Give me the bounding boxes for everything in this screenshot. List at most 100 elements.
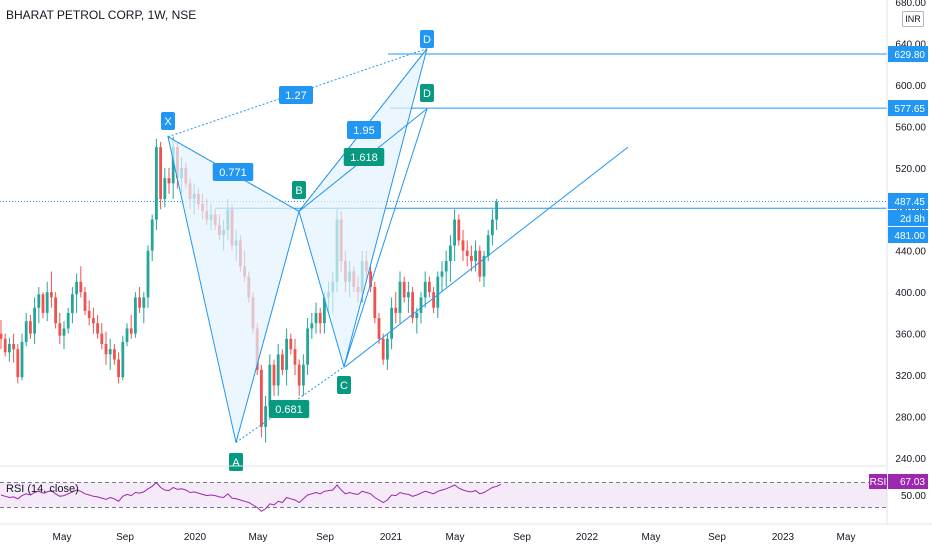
- tag-countdown: 2d 8h: [888, 210, 928, 226]
- candle: [276, 344, 280, 396]
- candle-body: [482, 255, 486, 277]
- candle: [482, 250, 486, 287]
- candle: [402, 276, 406, 303]
- candle-body: [272, 364, 276, 386]
- tag-target-1-bg: [888, 46, 928, 63]
- candle: [37, 287, 41, 324]
- candle: [369, 266, 372, 293]
- time-tick-label: Sep: [708, 532, 726, 543]
- candle: [373, 281, 377, 324]
- candle-body: [268, 364, 272, 407]
- harmonic-pattern[interactable]: X A B C D D 1.27 0.771 1.95 1.618 0.681: [0, 30, 887, 471]
- candle-body: [276, 354, 280, 386]
- candle-body: [415, 312, 419, 319]
- candle-body: [419, 297, 423, 313]
- ratio-label-bd1-text: 1.95: [353, 125, 374, 137]
- price-tick-label: 560.00: [895, 122, 926, 133]
- candle: [440, 261, 444, 293]
- rsi-value-tag: RSI 67.03: [869, 474, 928, 489]
- pattern-bcd: [298, 48, 428, 369]
- candle: [444, 250, 448, 287]
- candle: [449, 235, 452, 282]
- candle-body: [495, 202, 498, 220]
- candle: [117, 352, 120, 384]
- candle-body: [117, 359, 120, 378]
- candle-body: [20, 341, 24, 378]
- candle-body: [134, 297, 137, 334]
- candle-body: [453, 219, 456, 246]
- candle: [390, 297, 393, 350]
- candle: [264, 395, 267, 443]
- candle-body: [79, 281, 83, 293]
- price-tick-label: 400.00: [895, 288, 926, 299]
- tag-last-price: 487.45: [888, 193, 928, 209]
- tag-support: 481.00: [888, 227, 928, 243]
- candle: [83, 287, 87, 315]
- candle: [398, 271, 402, 324]
- candle: [96, 314, 99, 339]
- candle: [423, 271, 427, 308]
- candle: [272, 359, 276, 396]
- candle: [45, 281, 49, 322]
- time-axis[interactable]: May Sep 2020 May Sep 2021 May Sep 2022 May Sep 2023…: [0, 523, 932, 543]
- tag-countdown-bg: [888, 210, 928, 226]
- candle-body: [428, 281, 431, 293]
- candle-body: [0, 333, 3, 339]
- candle-body: [260, 369, 263, 427]
- candle-body: [113, 349, 116, 360]
- candle-body: [440, 271, 444, 277]
- rsi-pane[interactable]: [0, 465, 887, 512]
- ratio-label-xd-bg: [279, 86, 313, 104]
- candle: [125, 323, 129, 347]
- point-label-x-bg: [161, 112, 175, 130]
- time-tick-label: 2020: [184, 532, 207, 543]
- time-tick-label: May: [446, 532, 465, 543]
- candle-body: [491, 219, 494, 236]
- candle-body: [432, 292, 435, 308]
- candle-body: [373, 287, 377, 319]
- point-label-d1: D: [420, 30, 434, 48]
- candle-body: [323, 297, 326, 324]
- currency-badge[interactable]: INR: [902, 11, 924, 27]
- point-label-d1-text: D: [423, 34, 431, 46]
- candle: [297, 359, 301, 396]
- point-label-d2: D: [420, 84, 434, 102]
- candle-body: [62, 328, 66, 336]
- tag-target-1: 629.80: [888, 46, 928, 63]
- ratio-label-bd2-text: 1.618: [350, 152, 378, 164]
- candle-body: [45, 292, 49, 313]
- candle-body: [146, 250, 150, 298]
- candle: [108, 338, 112, 370]
- candle-body: [302, 364, 305, 386]
- candle: [474, 240, 477, 272]
- candle-body: [281, 354, 284, 370]
- candle: [289, 333, 293, 355]
- time-tick-label: Sep: [116, 532, 134, 543]
- candle-body: [29, 321, 32, 334]
- candle: [71, 287, 74, 324]
- ratio-label-bd2: 1.618: [343, 148, 385, 166]
- candle-body: [92, 318, 95, 324]
- candle: [50, 271, 53, 308]
- candle-body: [167, 178, 171, 184]
- candle-body: [71, 294, 74, 313]
- candle-body: [150, 219, 154, 251]
- tag-last-price-text: 487.45: [894, 197, 925, 208]
- candle-body: [138, 297, 141, 308]
- point-label-x: X: [161, 112, 175, 130]
- candle: [167, 167, 171, 194]
- candle: [411, 287, 414, 324]
- price-axis[interactable]: 680.00640.00600.00560.00520.00480.00440.…: [869, 0, 932, 550]
- rsi-tick-label: 50.00: [901, 491, 926, 502]
- candle: [285, 328, 288, 386]
- candle-body: [457, 219, 461, 241]
- candle-body: [318, 312, 322, 324]
- rsi-line: [0, 481, 502, 512]
- candle: [407, 281, 410, 313]
- time-tick-label: 2021: [380, 532, 403, 543]
- ratio-line-xb: [167, 136, 300, 212]
- candle: [79, 266, 83, 298]
- candle: [24, 312, 28, 347]
- point-label-b-text: B: [295, 185, 302, 197]
